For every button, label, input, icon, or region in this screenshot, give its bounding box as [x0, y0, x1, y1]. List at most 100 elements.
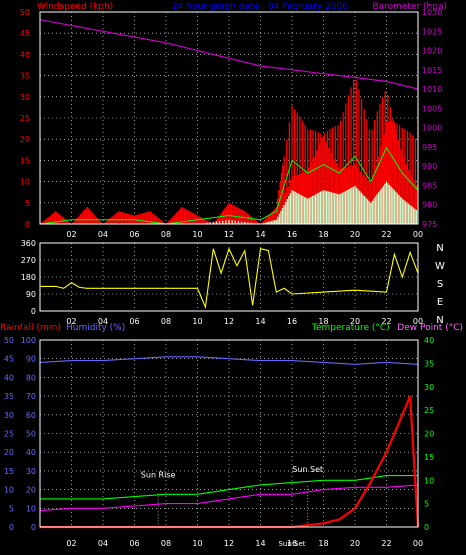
- rainfall-tick-label: 25: [4, 430, 14, 439]
- barometer-tick-label: 975: [422, 220, 437, 229]
- temperature-tick-label: 15: [424, 453, 434, 462]
- compass-label: S: [437, 279, 443, 290]
- sunrise-label: Sun Rise: [141, 471, 176, 480]
- direction-tick-label: 270: [21, 256, 36, 265]
- time-tick-label: 04: [98, 539, 108, 548]
- windspeed-tick-label: 40: [20, 50, 30, 59]
- temperature-tick-label: 25: [424, 406, 434, 415]
- time-tick-label: 00: [413, 539, 423, 548]
- windspeed-tick-label: 25: [20, 114, 30, 123]
- sunset-axis-label: Sun Set: [278, 540, 305, 548]
- barometer-tick-label: 1020: [422, 47, 442, 56]
- time-tick-label: 00: [413, 317, 423, 326]
- windspeed-tick-label: 5: [25, 199, 30, 208]
- time-tick-label: 00: [413, 230, 423, 239]
- direction-tick-label: 360: [21, 239, 36, 248]
- time-tick-label: 10: [192, 317, 202, 326]
- windspeed-tick-label: 20: [20, 135, 30, 144]
- time-tick-label: 20: [350, 230, 360, 239]
- wind-average-line: [39, 146, 419, 225]
- barometer-tick-label: 980: [422, 201, 437, 210]
- time-tick-label: 10: [192, 539, 202, 548]
- humidity-tick-label: 100: [21, 336, 36, 345]
- windspeed-tick-label: 10: [20, 178, 30, 187]
- time-tick-label: 12: [224, 539, 234, 548]
- temperature-tick-label: 35: [424, 359, 434, 368]
- time-tick-label: 04: [98, 230, 108, 239]
- barometer-tick-label: 1025: [422, 27, 442, 36]
- time-tick-label: 20: [350, 539, 360, 548]
- rainfall-tick-label: 30: [4, 411, 14, 420]
- windspeed-tick-label: 0: [25, 220, 30, 229]
- time-tick-label: 20: [350, 317, 360, 326]
- time-tick-label: 16: [287, 230, 297, 239]
- humidity-tick-label: 40: [26, 448, 36, 457]
- compass-label: E: [437, 297, 443, 308]
- barometer-tick-label: 995: [422, 143, 437, 152]
- time-tick-label: 22: [381, 539, 391, 548]
- compass-label: N: [436, 315, 443, 326]
- humidity-tick-label: 70: [26, 392, 36, 401]
- humidity-line: [39, 356, 419, 365]
- rainfall-tick-label: 0: [9, 523, 14, 532]
- temperature-tick-label: 30: [424, 383, 434, 392]
- direction-tick-label: 0: [31, 307, 36, 316]
- barometer-tick-label: 1010: [422, 85, 442, 94]
- rainfall-tick-label: 15: [4, 467, 14, 476]
- barometer-tick-label: 1005: [422, 104, 442, 113]
- time-tick-label: 08: [161, 317, 171, 326]
- dew-point-axis-title: Dew Point (°C): [397, 323, 463, 333]
- temperature-tick-label: 0: [424, 523, 429, 532]
- humidity-tick-label: 0: [31, 523, 36, 532]
- direction-plot-frame: [39, 242, 419, 312]
- barometer-tick-label: 1000: [422, 124, 442, 133]
- rainfall-tick-label: 45: [4, 355, 14, 364]
- humidity-tick-label: 60: [26, 411, 36, 420]
- time-tick-label: 06: [129, 230, 139, 239]
- time-tick-label: 06: [129, 539, 139, 548]
- windspeed-tick-label: 30: [20, 93, 30, 102]
- compass-label: N: [436, 243, 443, 254]
- rainfall-tick-label: 50: [4, 336, 14, 345]
- wind-barometer-panel: Windspeed (kph) 24 hour graph date : 04 F…: [20, 2, 447, 239]
- rainfall-tick-label: 40: [4, 373, 14, 382]
- time-tick-label: 18: [318, 230, 328, 239]
- rainfall-tick-label: 10: [4, 486, 14, 495]
- temperature-tick-label: 10: [424, 476, 434, 485]
- rainfall-axis-title: Rainfall (mm): [0, 323, 61, 333]
- time-tick-label: 06: [129, 317, 139, 326]
- windspeed-tick-label: 15: [20, 156, 30, 165]
- humidity-tick-label: 30: [26, 467, 36, 476]
- barometer-tick-label: 990: [422, 162, 437, 171]
- rainfall-tick-label: 20: [4, 448, 14, 457]
- time-tick-label: 14: [255, 230, 265, 239]
- temperature-tick-label: 20: [424, 430, 434, 439]
- barometer-tick-label: 1030: [422, 8, 442, 17]
- time-tick-label: 22: [381, 317, 391, 326]
- windspeed-tick-label: 50: [20, 8, 30, 17]
- time-tick-label: 14: [255, 539, 265, 548]
- time-tick-label: 18: [318, 539, 328, 548]
- time-tick-label: 16: [287, 317, 297, 326]
- time-tick-label: 16: [287, 539, 297, 548]
- temperature-plot-frame: [39, 339, 419, 528]
- rainfall-tick-label: 35: [4, 392, 14, 401]
- temperature-humidity-rain-panel: Rainfall (mm) Humidity (%) Temperature (°C…: [0, 323, 463, 548]
- time-tick-label: 08: [161, 230, 171, 239]
- dew-point-line: [39, 484, 419, 512]
- windspeed-tick-label: 35: [20, 72, 30, 81]
- temperature-line: [40, 475, 418, 500]
- wind-direction-line: [40, 247, 419, 310]
- time-tick-label: 08: [161, 539, 171, 548]
- temperature-axis-title: Temperature (°C): [311, 323, 390, 333]
- humidity-tick-label: 50: [26, 430, 36, 439]
- time-tick-label: 14: [255, 317, 265, 326]
- humidity-tick-label: 20: [26, 486, 36, 495]
- direction-tick-label: 90: [26, 290, 36, 299]
- barometer-tick-label: 1015: [422, 66, 442, 75]
- barometer-axis-title: Barometer (hpa): [372, 2, 447, 12]
- humidity-axis-title: Humidity (%): [66, 323, 125, 333]
- windspeed-tick-label: 45: [20, 29, 30, 38]
